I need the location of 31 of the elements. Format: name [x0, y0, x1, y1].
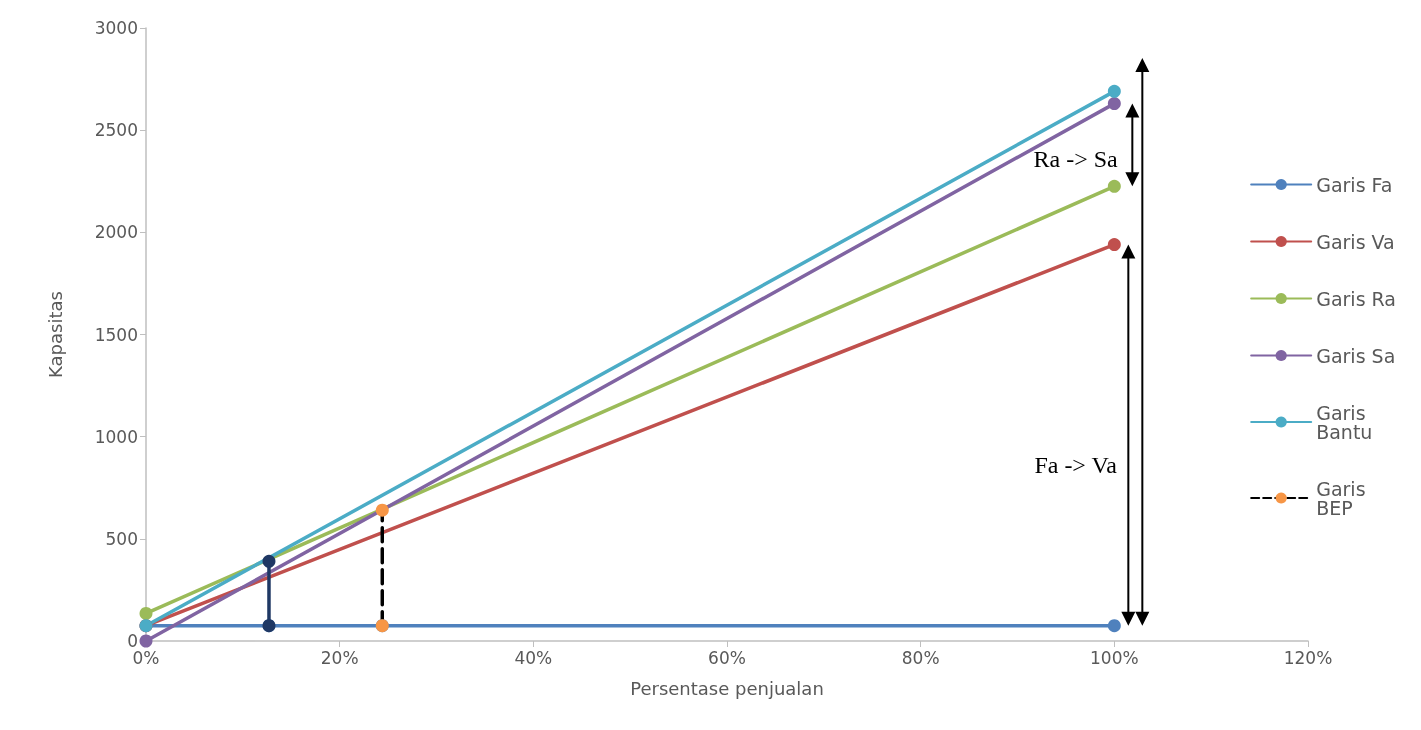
- x-tick-label: 120%: [1283, 647, 1333, 668]
- legend-label: Garis Bantu: [1316, 401, 1373, 443]
- x-tick-label: 60%: [708, 647, 746, 668]
- x-tick-label: 20%: [320, 647, 359, 668]
- y-axis-title: Kapasitas: [44, 291, 66, 378]
- point: [375, 503, 389, 517]
- point: [139, 606, 153, 620]
- point: [1107, 84, 1121, 98]
- x-tick-label: 100%: [1090, 647, 1139, 668]
- y-tick-label: 3000: [94, 18, 138, 38]
- x-axis-title: Persentase penjualan: [630, 677, 824, 699]
- legend-label: Garis Va: [1316, 230, 1395, 253]
- annotation: Ra -> Sa: [1033, 146, 1119, 173]
- legend-label: Garis Sa: [1316, 344, 1396, 367]
- point: [1107, 619, 1121, 633]
- point: [1107, 238, 1121, 252]
- annotation: Fa -> Va: [1034, 452, 1118, 479]
- x-tick-label: 80%: [901, 647, 940, 668]
- point: [139, 634, 153, 648]
- legend-label: Garis Ra: [1316, 287, 1397, 310]
- y-tick-label: 2500: [94, 120, 138, 141]
- y-tick-label: 1500: [94, 324, 138, 345]
- y-tick-label: 500: [105, 528, 138, 549]
- x-tick-label: 40%: [514, 647, 553, 668]
- point: [1107, 179, 1121, 193]
- legend-label: Garis BEP: [1316, 477, 1372, 519]
- y-tick-label: 2000: [94, 222, 138, 243]
- y-tick-label: 1000: [94, 426, 138, 447]
- point: [262, 554, 276, 568]
- legend-label: Garis Fa: [1316, 173, 1393, 196]
- point: [1107, 97, 1121, 111]
